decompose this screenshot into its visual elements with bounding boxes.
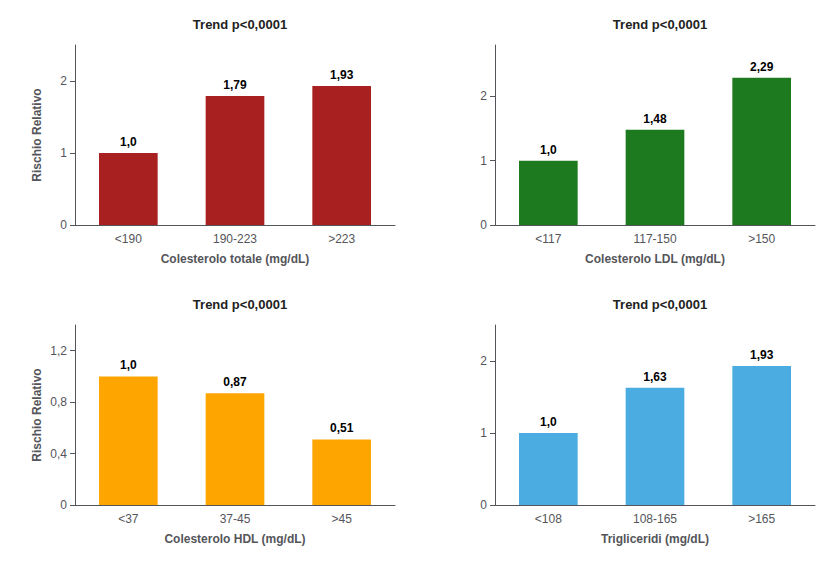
svg-text:108-165: 108-165 (633, 512, 677, 526)
svg-text:1,2: 1,2 (50, 344, 67, 358)
svg-text:1,93: 1,93 (330, 68, 354, 82)
svg-text:Trend p<0,0001: Trend p<0,0001 (613, 297, 707, 312)
svg-text:Colesterolo HDL (mg/dL): Colesterolo HDL (mg/dL) (164, 532, 305, 546)
svg-text:1,63: 1,63 (643, 370, 667, 384)
svg-text:0: 0 (60, 218, 67, 232)
svg-text:1: 1 (60, 146, 67, 160)
svg-text:>45: >45 (331, 512, 352, 526)
svg-text:37-45: 37-45 (220, 512, 251, 526)
svg-text:>223: >223 (328, 232, 355, 246)
svg-text:1,0: 1,0 (540, 143, 557, 157)
svg-text:117-150: 117-150 (633, 232, 676, 246)
svg-text:0,87: 0,87 (223, 375, 247, 389)
svg-text:0,51: 0,51 (330, 421, 354, 435)
svg-text:Trigliceridi (mg/dL): Trigliceridi (mg/dL) (601, 532, 709, 546)
svg-text:Rischio Relativo: Rischio Relativo (30, 88, 44, 181)
svg-text:0,4: 0,4 (50, 447, 67, 461)
svg-text:0: 0 (480, 218, 487, 232)
svg-text:2: 2 (480, 354, 487, 368)
svg-text:0: 0 (480, 498, 487, 512)
svg-text:0: 0 (60, 498, 67, 512)
svg-text:1,0: 1,0 (540, 415, 557, 429)
svg-text:<117: <117 (535, 232, 561, 246)
svg-text:>150: >150 (748, 232, 775, 246)
svg-text:>165: >165 (748, 512, 775, 526)
svg-text:Colesterolo LDL (mg/dL): Colesterolo LDL (mg/dL) (585, 252, 725, 266)
svg-text:190-223: 190-223 (213, 232, 257, 246)
svg-text:1,79: 1,79 (223, 78, 247, 92)
svg-text:0,8: 0,8 (50, 395, 67, 409)
svg-text:Colesterolo totale (mg/dL): Colesterolo totale (mg/dL) (161, 252, 310, 266)
svg-text:2: 2 (480, 89, 487, 103)
svg-text:1,0: 1,0 (120, 358, 137, 372)
svg-text:1,48: 1,48 (643, 112, 667, 126)
svg-text:Rischio Relativo: Rischio Relativo (30, 368, 44, 461)
svg-text:1: 1 (480, 154, 487, 168)
svg-text:<37: <37 (118, 512, 139, 526)
svg-text:1,0: 1,0 (120, 135, 137, 149)
svg-text:1: 1 (480, 426, 487, 440)
svg-text:1,93: 1,93 (750, 348, 774, 362)
svg-text:Trend p<0,0001: Trend p<0,0001 (193, 17, 287, 32)
svg-text:<108: <108 (535, 512, 562, 526)
svg-text:2: 2 (60, 74, 67, 88)
svg-text:2,29: 2,29 (750, 60, 774, 74)
svg-text:<190: <190 (115, 232, 142, 246)
svg-text:Trend p<0,0001: Trend p<0,0001 (613, 17, 707, 32)
svg-text:Trend p<0,0001: Trend p<0,0001 (193, 297, 287, 312)
